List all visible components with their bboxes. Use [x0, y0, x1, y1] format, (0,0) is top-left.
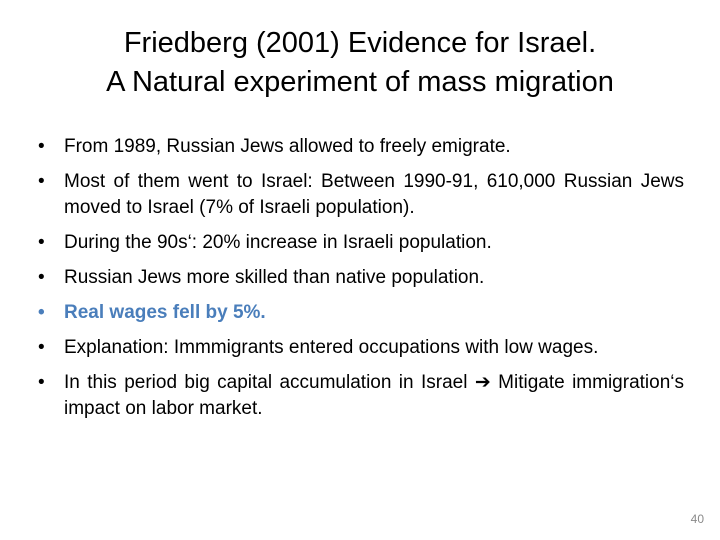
- bullet-item: • Russian Jews more skilled than native …: [38, 265, 684, 291]
- bullet-marker: •: [38, 171, 45, 192]
- bullet-item: • Explanation: Immmigrants entered occup…: [38, 335, 684, 361]
- bullet-text-with-arrow: In this period big capital accumulation …: [64, 372, 684, 419]
- slide-title-line-2: A Natural experiment of mass migration: [106, 66, 614, 98]
- bullet-marker: •: [38, 337, 45, 358]
- bullet-text: From 1989, Russian Jews allowed to freel…: [64, 136, 511, 157]
- bullet-item: • From 1989, Russian Jews allowed to fre…: [38, 134, 684, 160]
- bullet-text-highlighted: Real wages fell by 5%.: [64, 302, 266, 323]
- bullet-text: Russian Jews more skilled than native po…: [64, 267, 485, 288]
- bullet-item: • During the 90s‘: 20% increase in Israe…: [38, 230, 684, 256]
- bullet-text: Explanation: Immmigrants entered occupat…: [64, 337, 599, 358]
- bullet-text: Most of them went to Israel: Between 199…: [64, 171, 684, 218]
- bullet-marker: •: [38, 136, 45, 157]
- bullet-text: During the 90s‘: 20% increase in Israeli…: [64, 232, 492, 253]
- slide-title-line-1: Friedberg (2001) Evidence for Israel.: [123, 27, 597, 59]
- bullet-item: • Most of them went to Israel: Between 1…: [38, 169, 684, 221]
- page-number: 40: [690, 512, 704, 526]
- bullet-marker: •: [38, 267, 45, 288]
- slide-title: Friedberg (2001) Evidence for Israel. A …: [0, 24, 720, 102]
- bullet-marker: •: [38, 372, 45, 393]
- bullet-item: • In this period big capital accumulatio…: [38, 370, 684, 422]
- bullet-item-highlighted: • Real wages fell by 5%.: [38, 300, 684, 326]
- bullet-list: • From 1989, Russian Jews allowed to fre…: [0, 134, 720, 422]
- bullet-marker: •: [38, 302, 45, 323]
- bullet-marker: •: [38, 232, 45, 253]
